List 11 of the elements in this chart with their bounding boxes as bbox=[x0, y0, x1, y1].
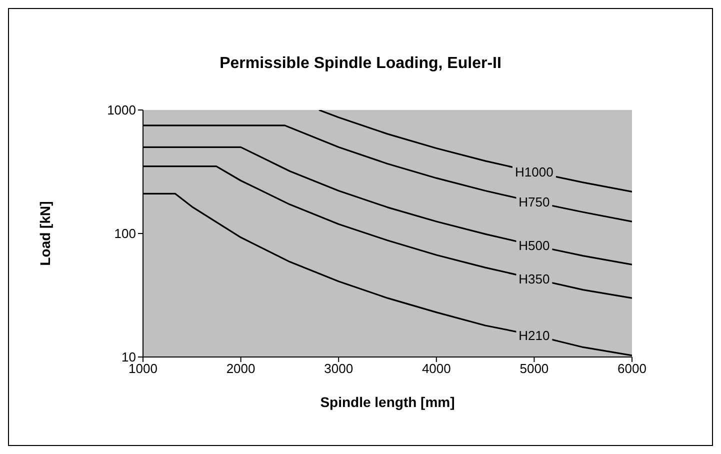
y-axis-title: Load [kN] bbox=[36, 201, 53, 266]
y-tick-label: 1000 bbox=[107, 102, 136, 118]
x-tick-label: 3000 bbox=[324, 361, 354, 376]
x-tick-label: 6000 bbox=[618, 361, 646, 376]
chart-title: Permissible Spindle Loading, Euler-II bbox=[218, 55, 502, 73]
x-axis-title: Spindle length [mm] bbox=[320, 394, 455, 410]
y-tick-label: 100 bbox=[114, 226, 136, 242]
line-series bbox=[318, 110, 632, 192]
x-tick-label: 2000 bbox=[226, 361, 256, 376]
x-tick-label: 5000 bbox=[520, 361, 549, 376]
x-tick-label: 4000 bbox=[422, 361, 451, 376]
